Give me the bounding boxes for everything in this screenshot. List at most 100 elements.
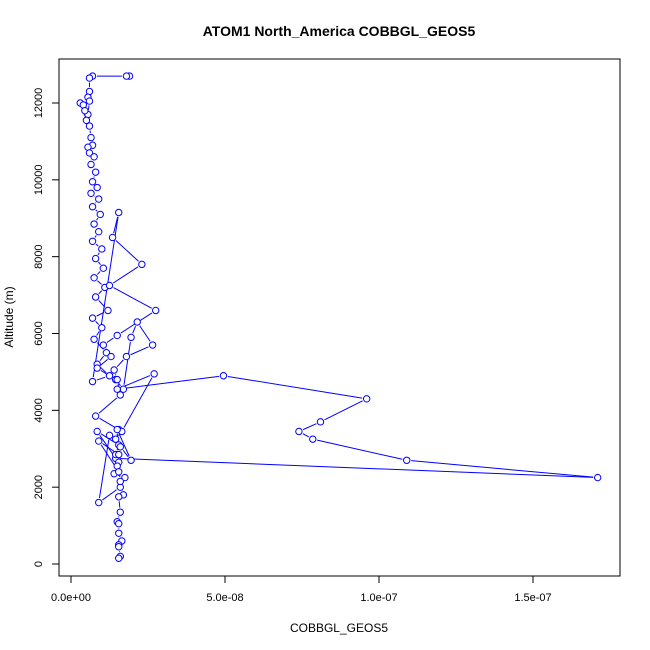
- series-segment: [324, 400, 363, 421]
- data-point: [85, 74, 94, 82]
- series-segment: [112, 266, 139, 284]
- series-segment: [113, 287, 152, 309]
- data-point: [88, 178, 97, 186]
- series-segment: [94, 235, 97, 238]
- data-point: [219, 372, 228, 380]
- data-point: [96, 210, 104, 219]
- data-point: [87, 133, 95, 142]
- series-segment: [97, 280, 102, 285]
- data-point: [122, 352, 131, 361]
- series-segment: [98, 261, 101, 265]
- data-point: [88, 237, 97, 246]
- data-point: [152, 306, 160, 315]
- series-segment: [96, 271, 101, 275]
- data-point: [105, 281, 114, 290]
- data-point: [105, 431, 114, 440]
- data-point: [85, 97, 94, 105]
- data-point: [107, 352, 115, 361]
- data-point: [91, 168, 100, 176]
- data-point: [110, 366, 118, 374]
- series-segment: [132, 325, 137, 334]
- data-point: [127, 333, 135, 342]
- series-segment: [99, 417, 116, 428]
- series-segment: [92, 216, 119, 378]
- series-segment: [94, 202, 97, 204]
- series-segment: [96, 376, 106, 381]
- data-point: [115, 543, 123, 551]
- series-segment: [99, 434, 114, 455]
- data-point: [98, 245, 106, 253]
- data-point: [95, 227, 103, 236]
- data-point: [115, 519, 123, 528]
- series-segment: [118, 434, 120, 436]
- x-axis-label: COBBGL_GEOS5: [290, 621, 388, 635]
- chart-title: ATOM1 North_America COBBGL_GEOS5: [203, 23, 476, 39]
- series-segment: [139, 325, 151, 342]
- data-point: [150, 370, 158, 378]
- x-tick-label: 5.0e-08: [206, 592, 243, 604]
- y-axis-label: Altitude (m): [2, 286, 16, 347]
- data-point: [113, 385, 121, 393]
- data-point: [95, 437, 103, 445]
- series-segment: [118, 501, 121, 508]
- data-point: [90, 220, 98, 228]
- data-point: [95, 195, 103, 203]
- data-point: [127, 456, 135, 464]
- series-segment: [98, 290, 103, 295]
- data-point: [88, 377, 97, 386]
- series-segment: [96, 217, 99, 221]
- data-point: [105, 372, 114, 380]
- data-point: [90, 335, 98, 343]
- data-point: [90, 274, 98, 282]
- series-segment: [102, 443, 116, 453]
- series-segment: [115, 240, 139, 262]
- series-segment: [100, 366, 107, 374]
- series-segment: [123, 377, 153, 428]
- data-point: [115, 554, 123, 562]
- data-point: [403, 456, 411, 464]
- data-point: [116, 508, 124, 516]
- series-segment: [121, 375, 220, 390]
- data-point: [82, 116, 91, 124]
- y-tick-label: 2000: [33, 475, 45, 499]
- y-tick-label: 4000: [33, 398, 45, 422]
- series-segment: [302, 433, 310, 438]
- data-point: [115, 493, 123, 501]
- data-point: [133, 318, 141, 326]
- y-tick-label: 8000: [33, 244, 45, 268]
- series-segment: [123, 341, 131, 385]
- series-segment: [121, 375, 151, 388]
- data-point: [593, 473, 602, 482]
- data-point: [85, 122, 94, 130]
- data-point: [87, 189, 95, 197]
- series-segment: [98, 397, 118, 414]
- series-segment: [302, 423, 317, 431]
- x-axis: 0.0e+00 5.0e-08 1.0e-07 1.5e-07: [51, 575, 552, 604]
- series-segment: [99, 355, 104, 362]
- data-point: [115, 529, 123, 537]
- series-segment: [95, 243, 99, 247]
- series-segment: [116, 359, 124, 368]
- series-segment: [106, 337, 114, 343]
- data-point: [88, 203, 97, 211]
- data-point: [81, 106, 89, 115]
- data-point: [113, 425, 121, 434]
- data-point: [99, 341, 108, 349]
- x-tick-label: 0.0e+00: [51, 592, 91, 604]
- plot-frame: [58, 58, 621, 577]
- series-segment: [100, 359, 108, 366]
- series-segment: [102, 489, 117, 501]
- series-segment: [96, 331, 100, 336]
- y-tick-label: 6000: [33, 321, 45, 345]
- data-point: [104, 306, 112, 315]
- data-point: [116, 477, 124, 486]
- y-tick-label: 0: [33, 561, 45, 567]
- series-segment: [122, 450, 129, 458]
- data-point: [91, 293, 100, 301]
- data-point: [95, 498, 103, 507]
- series-segment: [95, 209, 98, 212]
- data-point: [91, 412, 100, 420]
- data-point: [108, 233, 117, 242]
- data-point: [115, 468, 123, 476]
